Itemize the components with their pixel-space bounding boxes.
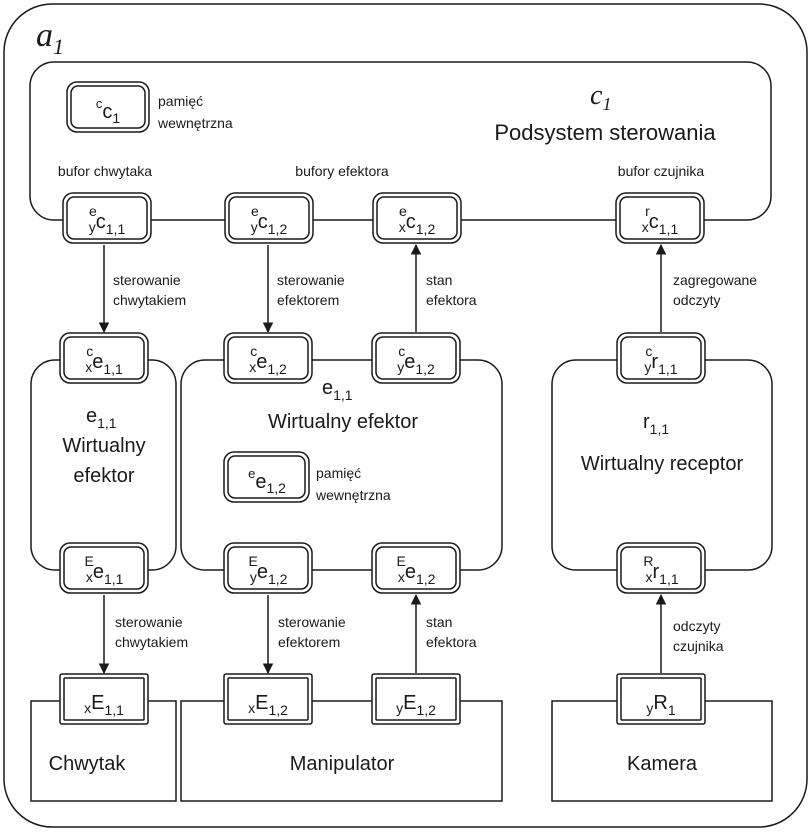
virtual-effector-1-title: Wirtualny xyxy=(62,435,145,457)
arrow-lower-label-4b: czujnika xyxy=(673,638,724,654)
gripper-buffer-label: bufor chwytaka xyxy=(58,163,152,179)
ve2-port-top-y: c ye1,2 xyxy=(371,332,461,384)
hardware-manipulator xyxy=(180,700,503,802)
arrow-upper-label-2: sterowanie xyxy=(277,272,345,288)
arrow-lower-label-1: sterowanie xyxy=(115,614,183,630)
virtual-receptor-title: Wirtualny receptor xyxy=(581,453,744,475)
arrow-upper-label-1: sterowanie xyxy=(113,272,181,288)
virtual-effector-1-label: e1,1 xyxy=(86,405,117,431)
svg-text:yR1: yR1 xyxy=(646,692,675,718)
control-title: Podsystem sterowania xyxy=(494,120,716,145)
control-memory-label: pamięć xyxy=(158,93,203,109)
gripper-port: xE1,1 xyxy=(59,673,149,725)
arrow-lower-label-2b: efektorem xyxy=(278,634,340,650)
camera-port: yR1 xyxy=(616,673,706,725)
manipulator-port-y: yE1,2 xyxy=(371,673,461,725)
control-port-sensor: r xc1,1 xyxy=(615,192,705,244)
arrow-upper-label-3: stan xyxy=(426,272,452,288)
control-port-effector-x: e xc1,2 xyxy=(372,192,462,244)
hardware-manipulator-title: Manipulator xyxy=(290,753,395,775)
arrow-lower-label-3: stan xyxy=(426,614,452,630)
svg-text:xE1,2: xE1,2 xyxy=(248,692,288,718)
virtual-effector-1-title-2: efektor xyxy=(73,465,134,487)
virtual-receptor-label: r1,1 xyxy=(643,411,669,437)
hardware-camera-title: Kamera xyxy=(627,753,698,775)
ve2-memory-label: pamięć xyxy=(316,465,361,481)
agent-label: a1 xyxy=(36,17,64,59)
control-label: c1 xyxy=(590,80,611,114)
control-memory-label-2: wewnętrzna xyxy=(157,115,233,131)
svg-text:cc1: cc1 xyxy=(96,96,121,126)
arrow-lower-label-2: sterowanie xyxy=(278,614,346,630)
arrow-upper-label-1b: chwytakiem xyxy=(113,292,186,308)
virtual-effector-2-title: Wirtualny efektor xyxy=(268,411,418,433)
arrow-lower-label-3b: efektora xyxy=(426,634,477,650)
virtual-effector-2 xyxy=(180,359,503,571)
ve2-port-top-x: c xe1,2 xyxy=(223,332,313,384)
arrow-lower-label-4: odczyty xyxy=(673,618,720,634)
svg-text:ee1,2: ee1,2 xyxy=(248,466,286,496)
control-port-gripper: e yc1,1 xyxy=(62,192,152,244)
manipulator-port-x: xE1,2 xyxy=(223,673,313,725)
ve1-port-top: c xe1,1 xyxy=(59,332,149,384)
ve2-memory: ee1,2 xyxy=(223,451,310,503)
svg-text:xE1,1: xE1,1 xyxy=(84,692,124,718)
agent-boundary xyxy=(3,3,808,828)
ve2-memory-label-2: wewnętrzna xyxy=(315,487,391,503)
hardware-gripper-title: Chwytak xyxy=(49,753,127,775)
arrow-upper-label-4: zagregowane xyxy=(673,272,757,288)
vr-port-top: c yr1,1 xyxy=(616,332,706,384)
effector-buffers-label: bufory efektora xyxy=(295,163,389,179)
control-port-effector-y: e yc1,2 xyxy=(224,192,314,244)
control-memory: cc1 xyxy=(66,81,150,133)
svg-text:yE1,2: yE1,2 xyxy=(396,692,436,718)
arrow-upper-label-3b: efektora xyxy=(426,292,477,308)
arrow-lower-label-1b: chwytakiem xyxy=(115,634,188,650)
arrow-upper-label-2b: efektorem xyxy=(277,292,339,308)
arrow-upper-label-4b: odczyty xyxy=(673,292,720,308)
sensor-buffer-label: bufor czujnika xyxy=(618,163,705,179)
virtual-effector-2-label: e1,1 xyxy=(322,377,353,403)
